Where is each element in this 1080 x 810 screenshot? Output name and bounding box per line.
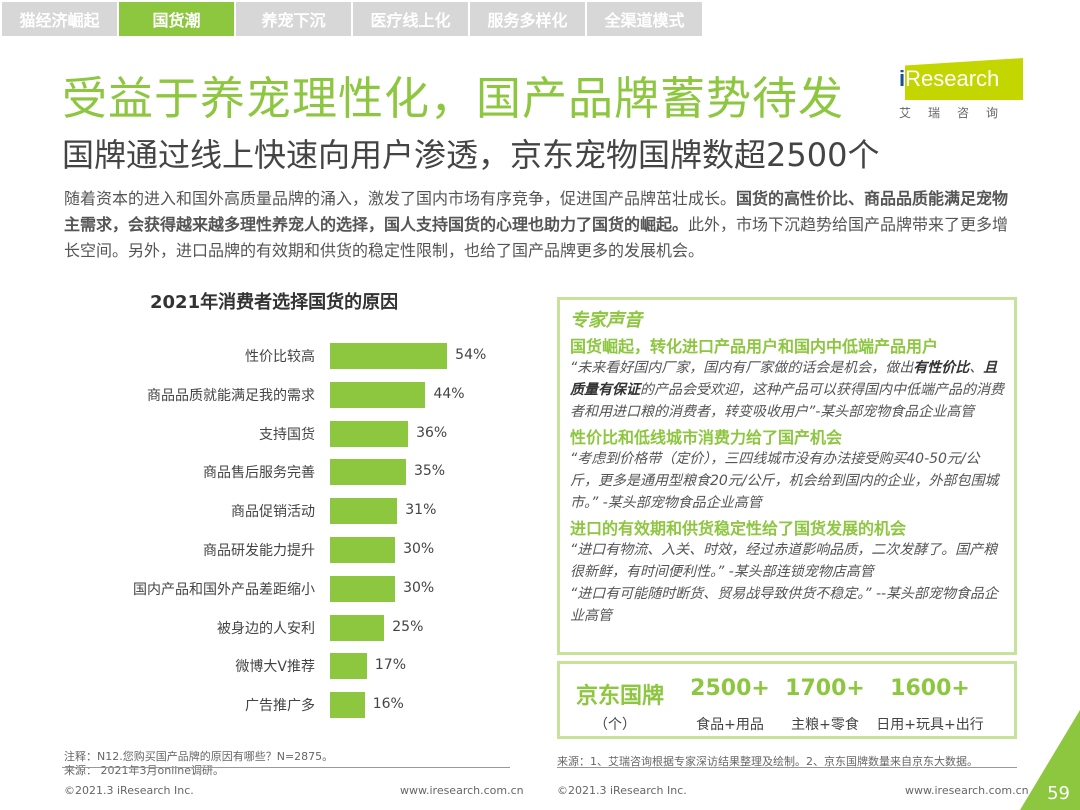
stat-desc: 日用+玩具+出行 — [876, 717, 984, 733]
bar — [330, 343, 448, 369]
website-link[interactable]: www.iresearch.com.cn — [400, 784, 524, 797]
stat-value: 1700+ — [785, 676, 865, 701]
section-tabs: 猫经济崛起 国货潮 养宠下沉 医疗线上化 服务多样化 全渠道模式 — [2, 2, 702, 36]
stats-unit: （个） — [594, 717, 636, 733]
bar-row: 性价比较高 54% — [0, 343, 520, 369]
bar — [330, 692, 365, 719]
chart-note: 注释：N12.您购买国产品牌的原因有哪些？N=2875。 — [64, 750, 334, 763]
bar — [330, 498, 398, 525]
bar — [330, 614, 385, 641]
paragraph-segment: 国货的高性价比、商品品质能满足宠物主需求，会获得越来越多理性养宠人的选择，国人支… — [64, 189, 1009, 234]
category-label: 国内产品和国外产品差距缩小 — [133, 581, 315, 598]
tab-omnichannel[interactable]: 全渠道模式 — [587, 2, 702, 36]
data-label: 44% — [433, 385, 465, 402]
paragraph-segment: 此外，市场下沉趋势给国产品牌带来了更多增长空间。另外，进口品牌的有效期和供货的稳… — [64, 215, 1009, 260]
stat-value: 2500+ — [690, 676, 770, 701]
bar-row: 商品品质就能满足我的需求 44% — [0, 381, 520, 408]
bar-row: 商品研发能力提升 30% — [0, 537, 520, 563]
bar-row: 微博大V推荐 17% — [0, 653, 520, 680]
bar — [330, 653, 367, 680]
divider — [62, 767, 510, 768]
bar-row: 被身边的人安利 25% — [0, 614, 520, 641]
bar — [330, 381, 426, 408]
expert-heading-3: 进口的有效期和供货稳定性给了国货发展的机会 — [570, 519, 907, 538]
category-label: 性价比较高 — [245, 349, 315, 365]
bar-row: 商品售后服务完善 35% — [0, 459, 520, 486]
expert-source: 来源：1、艾瑞咨询根据专家深访结果整理及绘制。2、京东国牌数量来自京东大数据。 — [557, 755, 978, 768]
chart-title: 2021年消费者选择国货的原因 — [150, 292, 399, 313]
category-label: 支持国货 — [259, 426, 315, 443]
category-label: 广告推广多 — [245, 698, 315, 715]
tab-medical-online[interactable]: 医疗线上化 — [353, 2, 468, 36]
data-label: 16% — [372, 696, 404, 713]
category-label: 被身边的人安利 — [217, 620, 315, 637]
bar — [330, 537, 396, 563]
copyright: ©2021.3 iResearch Inc. — [64, 784, 194, 797]
data-label: 30% — [403, 541, 435, 557]
page-number: 59 — [1047, 783, 1070, 804]
expert-quote-4: “进口有可能随时断货、贸易战导致供货不稳定。” --某头部宠物食品企业高管 — [570, 586, 999, 624]
expert-title: 专家声音 — [570, 310, 642, 331]
data-label: 31% — [405, 502, 437, 519]
expert-quote-1: “未来看好国内厂家，国内有厂家做的话会是机会，做出有性价比、且质量有保证的产品会… — [570, 360, 1004, 420]
bar — [330, 575, 396, 602]
stat-desc: 主粮+零食 — [791, 717, 859, 733]
bar — [330, 420, 409, 447]
website-link[interactable]: www.iresearch.com.cn — [905, 784, 1029, 797]
tab-cat-economy[interactable]: 猫经济崛起 — [2, 2, 117, 36]
data-label: 35% — [413, 463, 446, 480]
bar-row: 商品促销活动 31% — [0, 498, 520, 525]
data-label: 17% — [374, 657, 406, 674]
category-label: 商品研发能力提升 — [203, 543, 315, 559]
data-label: 54% — [455, 347, 487, 363]
bar — [330, 459, 406, 486]
stats-label: 京东国牌 — [576, 684, 665, 709]
category-label: 商品品质就能满足我的需求 — [147, 387, 315, 404]
copyright: ©2021.3 iResearch Inc. — [557, 784, 687, 797]
stat-desc: 食品+用品 — [696, 717, 764, 733]
tab-lower-tier[interactable]: 养宠下沉 — [236, 2, 351, 36]
data-label: 36% — [416, 424, 448, 441]
tab-service-diversity[interactable]: 服务多样化 — [470, 2, 585, 36]
bar-row: 广告推广多 16% — [0, 692, 520, 719]
expert-heading-1: 国货崛起，转化进口产品用户和国内中低端产品用户 — [570, 337, 939, 356]
expert-quote-2: “考虑到价格带（定价），三四线城市没有办法接受购买40-50元/公斤，更多是通用… — [570, 451, 999, 511]
data-label: 30% — [403, 579, 435, 596]
tab-domestic-brands[interactable]: 国货潮 — [119, 2, 234, 36]
expert-voice-box: 专家声音 国货崛起，转化进口产品用户和国内中低端产品用户 “未来看好国内厂家，国… — [557, 297, 1017, 655]
expert-quote-3: “进口有物流、入关、时效，经过赤道影响品质，二次发酵了。国产粮很新鲜，有时间便利… — [570, 542, 998, 580]
intro-paragraph: 随着资本的进入和国外高质量品牌的涌入，激发了国内市场有序竞争，促进国产品牌茁壮成… — [64, 186, 1024, 264]
category-label: 微博大V推荐 — [235, 659, 315, 676]
expert-heading-2: 性价比和低线城市消费力给了国产机会 — [570, 428, 843, 447]
stat-value: 1600+ — [890, 676, 970, 701]
paragraph-segment: 随着资本的进入和国外高质量品牌的涌入，激发了国内市场有序竞争，促进国产品牌茁壮成… — [64, 189, 737, 208]
divider — [557, 767, 1017, 768]
data-label: 25% — [392, 618, 424, 635]
bar-row: 支持国货 36% — [0, 420, 520, 447]
jd-brand-stats: 京东国牌 （个） 2500+ 食品+用品 1700+ 主粮+零食 1600+ 日… — [557, 661, 1017, 739]
category-label: 商品促销活动 — [231, 504, 315, 521]
page-subtitle: 国牌通过线上快速向用户渗透，京东宠物国牌数超2500个 — [62, 136, 880, 174]
bar-row: 国内产品和国外产品差距缩小 30% — [0, 575, 520, 602]
category-label: 商品售后服务完善 — [203, 465, 315, 482]
page-title: 受益于养宠理性化，国产品牌蓄势待发 — [62, 72, 845, 125]
